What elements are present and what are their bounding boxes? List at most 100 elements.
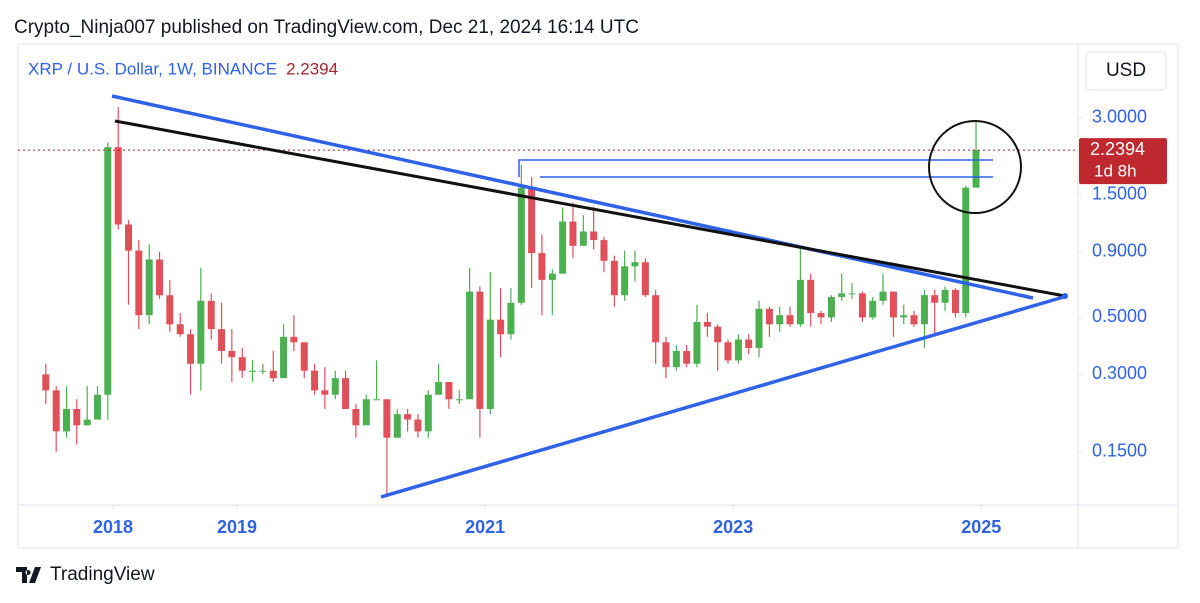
candle-body [455, 399, 463, 401]
candle-body [796, 279, 804, 325]
candle-body [910, 315, 918, 325]
candle-body [765, 308, 773, 325]
candle-body [445, 382, 453, 400]
candle-body [197, 300, 205, 364]
price-tag [1079, 138, 1167, 185]
candle-body [786, 315, 794, 325]
candle-body [466, 291, 474, 400]
candle-body [776, 315, 784, 325]
candle-body [497, 319, 505, 335]
candle-body [703, 321, 711, 327]
currency-label[interactable]: USD [1106, 60, 1146, 81]
footer-brand: TradingView [16, 564, 155, 585]
candle-body [404, 414, 412, 420]
candle-body [249, 370, 257, 372]
candle-body [900, 315, 908, 318]
candle-body [951, 289, 959, 314]
apex-point [1062, 293, 1068, 299]
candle-body [331, 378, 339, 395]
y-tick-label: 3.0000 [1092, 106, 1147, 126]
candle-body [569, 221, 577, 246]
candle-body [373, 399, 381, 401]
axes: 3.0000 1.5000 0.9000 0.5000 0.3000 0.1500 2018… [93, 106, 1147, 536]
candle-body [290, 336, 298, 343]
candle-body [238, 357, 246, 371]
candle-body [672, 350, 680, 368]
candle-body [931, 295, 939, 303]
candle-body [176, 324, 184, 335]
publish-header: Crypto_Ninja007 published on TradingView… [14, 17, 639, 38]
candle-body [848, 293, 856, 295]
resistance-line [518, 159, 993, 177]
currency-button[interactable] [1085, 51, 1167, 91]
candle-body [166, 295, 174, 325]
price-tag-value: 2.2394 [1090, 139, 1145, 159]
candle-body [817, 313, 825, 318]
candle-body [145, 259, 153, 316]
candle-body [559, 221, 567, 274]
x-tick-label: 2018 [93, 517, 133, 537]
candle-body [476, 291, 484, 409]
drawings [111, 94, 1068, 499]
candle-body [42, 374, 50, 391]
candle-body [62, 408, 70, 432]
candle-body [187, 334, 195, 364]
candle-body [652, 295, 660, 343]
candles [18, 106, 1078, 495]
candle-body [528, 187, 536, 254]
candle-body [548, 273, 556, 280]
candle-body [218, 329, 226, 351]
candle-body [321, 390, 329, 395]
trendline-black [114, 119, 1066, 298]
candle-body [311, 370, 319, 391]
candle-body [693, 321, 701, 364]
candle-body [52, 390, 60, 432]
candle-body [972, 150, 980, 188]
candle-body [104, 147, 112, 395]
candle-body [579, 231, 587, 246]
x-tick-label: 2019 [217, 517, 257, 537]
y-tick-label: 0.5000 [1092, 306, 1147, 326]
y-tick-label: 0.1500 [1092, 440, 1147, 460]
brand-logo [16, 567, 41, 583]
candle-body [538, 253, 546, 280]
candle-body [300, 342, 308, 371]
candle-body [621, 266, 629, 296]
x-tick-label: 2025 [961, 517, 1001, 537]
candle-body [280, 336, 288, 379]
candle-body [486, 319, 494, 409]
candle-body [714, 326, 722, 343]
candle-body [228, 350, 236, 358]
candle-body [662, 342, 670, 368]
candle-body [269, 370, 277, 379]
candle-body [610, 260, 618, 296]
price-tag-countdown: 1d 8h [1094, 162, 1137, 181]
x-tick-label: 2023 [713, 517, 753, 537]
candle-body [631, 262, 639, 267]
candle-body [73, 408, 81, 426]
candle-body [889, 291, 897, 318]
candle-body [507, 302, 515, 335]
candle-body [94, 394, 102, 420]
candle-body [745, 339, 753, 348]
candle-body [83, 419, 91, 426]
candle-body [517, 187, 525, 303]
candle-body [858, 293, 866, 318]
candle-body [259, 370, 267, 372]
candle-body [755, 308, 763, 348]
candle-body [879, 291, 887, 301]
candle-body [114, 147, 122, 225]
candle-body [135, 250, 143, 316]
candle-body [941, 289, 949, 303]
candle-body [207, 300, 215, 330]
candle-body [962, 187, 970, 314]
legend-price: 2.2394 [286, 59, 338, 78]
trendline-upper [111, 94, 1034, 300]
candle-body [352, 408, 360, 426]
candle-body [838, 293, 846, 298]
brand-name: TradingView [50, 564, 155, 585]
candle-body [683, 350, 691, 364]
candle-body [869, 300, 877, 318]
candle-body [600, 240, 608, 261]
